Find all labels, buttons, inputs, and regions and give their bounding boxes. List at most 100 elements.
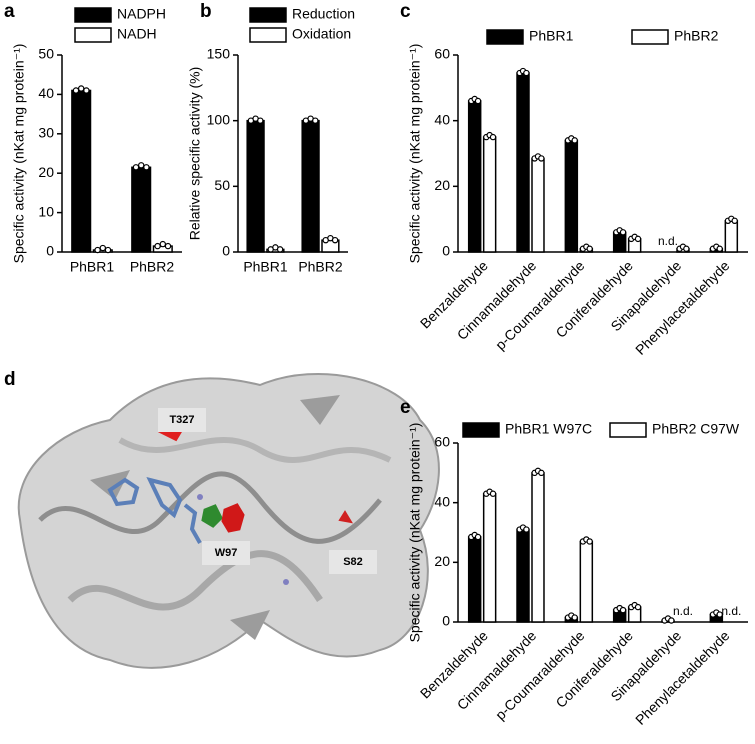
replicate-dot [257,117,264,124]
x-tick-label: PhBR2 [298,259,343,275]
residue-label-bg [329,550,377,574]
replicate-dot [523,526,530,533]
bar [131,166,152,253]
legend-swatch [486,29,524,45]
replicate-dot [523,69,530,77]
panel-label: a [4,1,15,22]
x-tick-label: PhBR1 [70,259,115,275]
replicate-dot [104,246,112,254]
bar [531,472,545,623]
bar [71,89,92,253]
legend-label: PhBR2 [674,28,719,44]
y-tick-label: 20 [434,177,450,193]
nd-label: n.d. [721,604,741,618]
replicate-dot [586,245,593,252]
bar [579,540,594,623]
replicate-dot [312,117,319,124]
replicate-dot [331,236,339,244]
replicate-dot [489,490,497,497]
legend-swatch [249,27,287,43]
y-tick-label: 50 [214,177,230,193]
legend-label: PhBR1 [529,28,574,44]
replicate-dot [137,162,145,169]
bar [516,528,530,623]
y-tick-label: 150 [207,46,231,62]
replicate-dot [619,229,627,236]
replicate-dot [571,614,578,621]
replicate-dot [72,87,80,94]
x-tick-label: p-Coumaraldehyde [492,627,588,723]
replicate-dot [132,164,140,171]
replicate-dot [94,246,101,254]
replicate-dot [99,244,107,252]
replicate-dot [716,611,723,618]
y-tick-label: 20 [38,164,54,180]
residue-label: S82 [343,556,363,568]
replicate-dot [634,603,642,611]
replicate-dot [716,245,723,252]
nd-label: n.d. [673,604,693,618]
replicate-dot [489,133,497,141]
x-tick-label: PhBR1 [243,259,288,275]
legend-swatch [249,7,287,23]
x-tick-label: PhBR2 [130,259,175,275]
replicate-dot [619,606,627,614]
bar [564,139,579,253]
replicate-dot [668,617,675,624]
legend-swatch [462,422,500,438]
legend-swatch [609,422,647,438]
bar [246,119,265,253]
replicate-dot [77,85,85,92]
y-tick-label: 60 [434,46,450,62]
replicate-dot [538,469,545,477]
legend-label: NADH [117,26,157,42]
nd-label: n.d. [658,234,678,248]
y-tick-label: 60 [434,434,450,450]
replicate-dot [683,245,690,252]
residue-label: T327 [169,414,194,426]
replicate-dot [571,137,578,144]
legend-label: PhBR1 W97C [505,421,592,437]
y-tick-label: 0 [222,243,230,259]
panel-label: b [200,1,212,22]
y-tick-label: 40 [38,85,54,101]
bar [301,119,320,253]
panel-label: c [400,1,411,22]
y-tick-label: 0 [442,243,450,259]
x-tick-label: Phenylacetaldehyde [632,257,733,358]
replicate-dot [731,217,738,225]
x-tick-label: Phenylacetaldehyde [632,627,733,728]
bar [531,157,545,253]
panel-label: e [400,397,411,418]
replicate-dot [474,533,482,541]
y-axis-label: Specific activity (nKat mg protein⁻¹) [407,423,423,643]
legend-label: Oxidation [292,26,351,42]
replicate-dot [159,240,166,248]
y-tick-label: 40 [434,493,450,509]
legend-label: Reduction [292,6,355,22]
y-tick-label: 40 [434,111,450,127]
replicate-dot [83,87,90,94]
replicate-dot [586,538,593,545]
replicate-dot [164,242,172,250]
replicate-dot [143,164,150,171]
y-tick-label: 30 [38,125,54,141]
replicate-dot [634,235,642,243]
y-tick-label: 0 [46,243,54,259]
legend-label: PhBR2 C97W [652,421,740,437]
y-axis-label: Specific activity (nKat mg protein⁻¹) [11,44,27,264]
y-axis-label: Specific activity (nKat mg protein⁻¹) [407,44,423,264]
y-tick-label: 0 [442,613,450,629]
bar [482,492,497,623]
x-tick-label: p-Coumaraldehyde [492,257,588,353]
bar [724,220,739,253]
y-axis-label: Relative specific activity (%) [187,67,203,241]
y-tick-label: 10 [38,203,54,219]
legend-swatch [74,7,112,23]
y-tick-label: 100 [207,111,231,127]
legend-swatch [631,29,669,45]
protein-structure [17,373,440,669]
legend-swatch [74,27,112,43]
legend-label: NADPH [117,6,166,22]
